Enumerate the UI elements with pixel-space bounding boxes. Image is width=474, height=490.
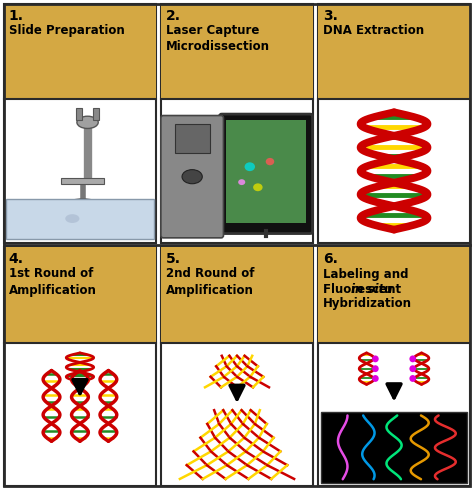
FancyBboxPatch shape — [219, 114, 312, 234]
Bar — [4, 4, 156, 99]
Circle shape — [410, 375, 416, 382]
Bar — [4, 247, 156, 486]
Bar — [161, 4, 313, 99]
Bar — [4, 247, 156, 343]
Circle shape — [372, 375, 379, 382]
Bar — [318, 4, 470, 99]
Circle shape — [372, 365, 379, 372]
Text: DNA Extraction: DNA Extraction — [323, 24, 424, 37]
Bar — [321, 412, 467, 483]
Bar — [318, 247, 470, 486]
Text: 5.: 5. — [165, 252, 181, 267]
Text: 2nd Round of
Amplification: 2nd Round of Amplification — [165, 267, 254, 296]
Bar — [4, 4, 156, 243]
Bar — [161, 247, 313, 486]
Text: in situ: in situ — [351, 283, 392, 296]
Circle shape — [410, 355, 416, 362]
Bar — [226, 121, 306, 223]
Ellipse shape — [253, 183, 263, 191]
Bar — [318, 247, 470, 343]
Text: Fluorescent: Fluorescent — [323, 283, 405, 296]
Ellipse shape — [182, 170, 202, 184]
Ellipse shape — [266, 158, 274, 165]
Text: 3.: 3. — [323, 9, 337, 23]
Text: 1.: 1. — [9, 9, 24, 23]
Text: 4.: 4. — [9, 252, 24, 267]
Bar — [76, 108, 82, 120]
Bar — [161, 247, 313, 343]
Bar — [6, 198, 154, 239]
Text: Slide Preparation: Slide Preparation — [9, 24, 124, 37]
Bar — [161, 4, 313, 243]
Bar — [175, 124, 210, 153]
Ellipse shape — [77, 116, 98, 128]
Text: Hybridization: Hybridization — [323, 297, 411, 311]
Ellipse shape — [69, 199, 97, 208]
Bar — [93, 108, 100, 120]
Text: 6.: 6. — [323, 252, 337, 267]
Circle shape — [410, 365, 416, 372]
Ellipse shape — [238, 179, 245, 185]
FancyBboxPatch shape — [161, 116, 223, 238]
Ellipse shape — [245, 162, 255, 171]
Bar — [318, 4, 470, 243]
Text: Laser Capture
Microdissection: Laser Capture Microdissection — [165, 24, 270, 53]
Circle shape — [372, 355, 379, 362]
Ellipse shape — [65, 214, 80, 223]
Bar — [62, 178, 104, 184]
Text: Labeling and: Labeling and — [323, 268, 408, 281]
Text: 2.: 2. — [165, 9, 181, 23]
Text: 1st Round of
Amplification: 1st Round of Amplification — [9, 267, 96, 296]
